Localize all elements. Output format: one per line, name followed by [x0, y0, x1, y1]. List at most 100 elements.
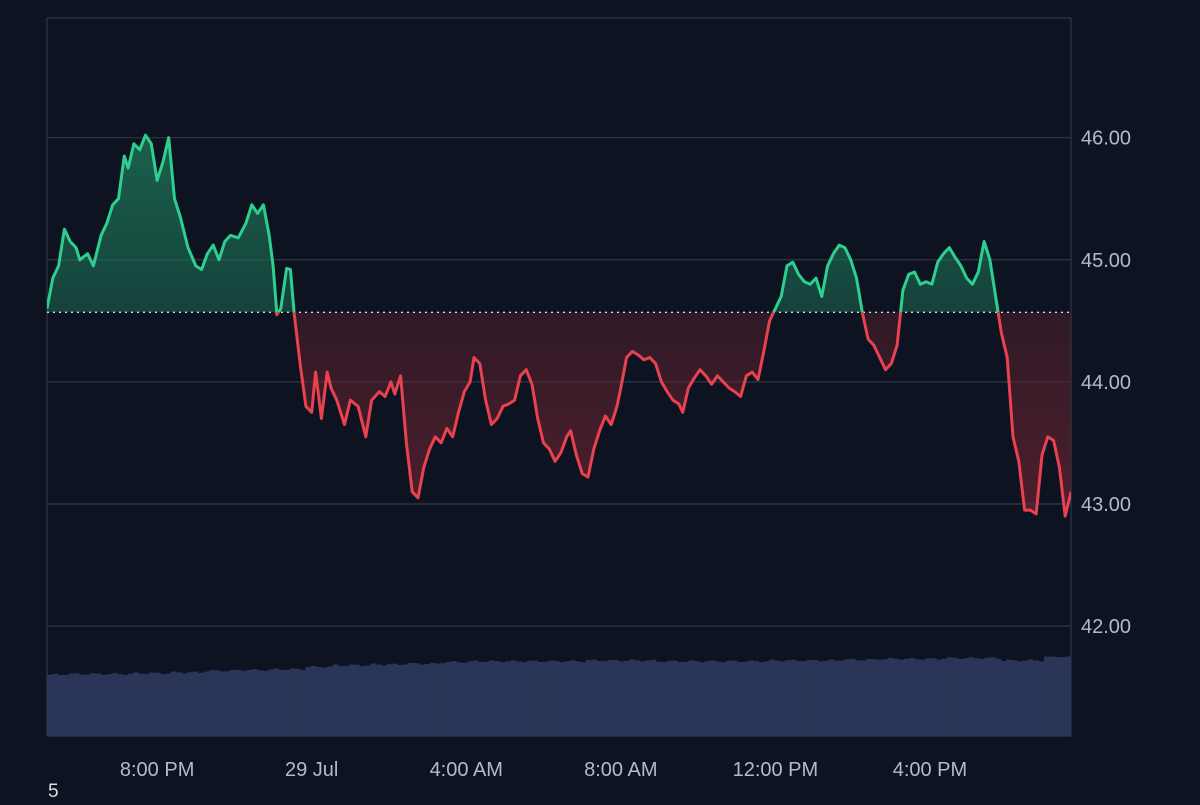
volume-bar — [731, 660, 738, 736]
price-line-down[interactable] — [47, 135, 1071, 518]
x-tick-label: 8:00 PM — [120, 759, 194, 781]
volume-bar — [957, 659, 964, 736]
volume-bar — [801, 661, 808, 736]
volume-bar — [866, 659, 872, 736]
volume-bar — [871, 659, 878, 736]
volume-bar — [909, 657, 916, 736]
price-line-up[interactable] — [47, 133, 1071, 516]
volume-bar — [235, 669, 242, 736]
volume-bar — [715, 661, 722, 736]
volume-bar — [1065, 656, 1072, 736]
x-tick-label: 29 Jul — [285, 759, 338, 781]
volume-bar — [699, 662, 705, 736]
volume-bar — [790, 659, 797, 736]
x-tick-label: 4:00 AM — [430, 759, 503, 781]
stray-axis-text: 5 — [48, 781, 59, 802]
volume-bar — [785, 660, 792, 736]
volume-bar — [893, 658, 899, 736]
volume-bar — [920, 659, 926, 736]
volume-bar — [876, 659, 883, 736]
volume-bar — [144, 673, 150, 736]
x-tick-label: 8:00 AM — [584, 759, 657, 781]
volume-bar — [1060, 657, 1067, 736]
volume-bar — [898, 659, 905, 736]
volume-bar — [370, 663, 377, 736]
volume-bar — [494, 661, 501, 736]
volume-bar — [138, 673, 145, 736]
volume-bar — [127, 673, 134, 736]
volume-bar — [1044, 656, 1050, 736]
volume-bar — [1054, 657, 1061, 736]
volume-bar — [736, 661, 743, 736]
volume-bar — [1017, 661, 1023, 736]
volume-bar — [526, 660, 533, 736]
volume-bar — [747, 660, 754, 736]
volume-bar — [796, 661, 802, 736]
volume-bar — [629, 659, 635, 736]
volume-bar — [208, 670, 215, 736]
volume-bar — [537, 661, 544, 736]
volume-bar — [666, 660, 673, 736]
volume-bar — [316, 667, 323, 736]
volume-bar — [343, 665, 350, 736]
volume-bar — [224, 671, 231, 736]
volume-bar — [607, 659, 614, 736]
volume-bar — [181, 673, 188, 736]
volume-bar — [149, 672, 156, 736]
volume-bar — [1027, 659, 1034, 736]
volume-bar — [73, 673, 80, 736]
volume-bar — [338, 665, 344, 736]
volume-bar — [95, 673, 102, 736]
area-above-baseline — [47, 135, 1071, 313]
volume-bar — [812, 660, 819, 736]
volume-bar — [251, 669, 258, 736]
volume-bar — [742, 661, 749, 736]
volume-bar — [219, 671, 226, 736]
volume-bar — [160, 674, 166, 736]
volume-bar — [100, 674, 107, 736]
volume-bar — [634, 660, 641, 736]
volume-bar — [467, 661, 474, 736]
volume-bar — [661, 662, 668, 736]
volume-bar — [364, 665, 371, 736]
volume-bar — [947, 657, 953, 736]
volume-bar — [1000, 661, 1007, 736]
volume-bar — [639, 661, 646, 736]
volume-bar — [289, 668, 296, 736]
volume-bar — [704, 661, 711, 736]
volume-bar — [1011, 660, 1018, 736]
volume-bar — [612, 659, 619, 736]
volume-bar — [1022, 660, 1029, 736]
x-tick-label: 4:00 PM — [893, 759, 967, 781]
volume-bar — [656, 661, 662, 736]
volume-bar — [1049, 656, 1056, 736]
y-tick-label: 42.00 — [1081, 616, 1131, 638]
volume-bar — [823, 660, 829, 736]
volume-bar — [952, 657, 959, 736]
volume-bar — [111, 673, 118, 736]
volume-bar — [445, 661, 452, 736]
volume-bar — [564, 661, 571, 736]
volume-bar — [278, 669, 285, 736]
volume-bar — [418, 664, 425, 736]
volume-bar — [672, 660, 678, 736]
volume-bar — [133, 672, 140, 736]
volume-bar — [569, 660, 576, 736]
volume-bar — [936, 659, 943, 736]
volume-bar — [903, 658, 910, 736]
volume-bar — [375, 664, 382, 736]
volume-bar — [963, 658, 969, 736]
volume-bar — [402, 664, 409, 736]
volume-bar — [984, 657, 991, 736]
volume-bar — [850, 658, 856, 736]
volume-bar — [709, 660, 716, 736]
volume-bar — [806, 659, 813, 736]
volume-bar — [90, 673, 96, 736]
volume-bar — [122, 674, 129, 736]
volume-bar — [488, 660, 495, 736]
volume-bar — [52, 673, 59, 736]
volume-bar — [456, 662, 463, 736]
volume-bar — [839, 660, 846, 736]
